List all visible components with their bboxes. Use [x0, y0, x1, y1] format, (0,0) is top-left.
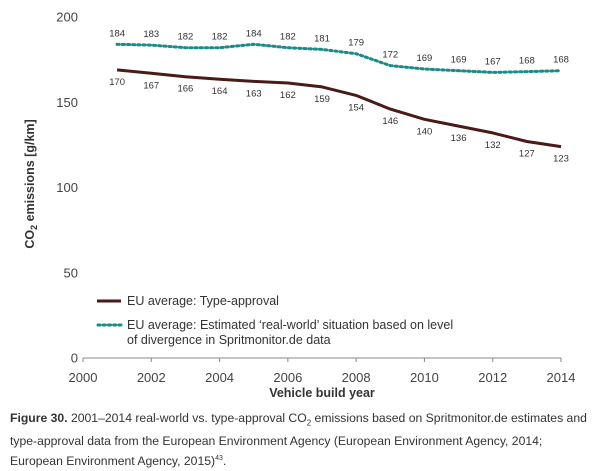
data-label-real-world: 182: [177, 32, 193, 43]
data-label-real-world: 182: [212, 32, 228, 43]
x-tick-label: 2014: [547, 370, 576, 385]
x-tick-label: 2004: [205, 370, 234, 385]
x-tick-label: 2006: [273, 370, 302, 385]
caption-sub: 2: [306, 418, 312, 428]
figure-caption: Figure 30. 2001–2014 real-world vs. type…: [10, 409, 598, 471]
legend: EU average: Type-approval EU average: Es…: [96, 294, 453, 347]
x-tick-label: 2000: [69, 370, 98, 385]
y-tick-label: 150: [56, 95, 78, 110]
x-tick-label: 2002: [137, 370, 166, 385]
series-lines: [115, 42, 563, 149]
data-label-type-approval: 136: [451, 133, 467, 144]
data-label-type-approval: 123: [553, 154, 569, 165]
x-tick-label: 2008: [342, 370, 371, 385]
caption-text-2: emissions based on Spritmonitor.de estim…: [10, 411, 587, 469]
legend-label-real-world-line2: of divergence in Spritmonitor.de data: [127, 333, 331, 347]
data-label-type-approval: 163: [246, 88, 262, 99]
data-label-type-approval: 154: [348, 102, 364, 113]
data-label-type-approval: 167: [143, 80, 159, 91]
x-tick-label: 2012: [478, 370, 507, 385]
y-tick-label: 200: [56, 10, 78, 25]
y-tick-label: 0: [71, 351, 78, 366]
data-label-type-approval: 127: [519, 148, 535, 159]
data-label-real-world: 179: [348, 38, 364, 49]
data-label-type-approval: 162: [280, 90, 296, 101]
emissions-line-chart: 0 50 100 150 200 2000 2002 2004 2006 2008 2010 201…: [23, 10, 576, 401]
y-axis-title: CO2 emissions [g/km]: [23, 119, 39, 248]
series-line-type-approval: [116, 68, 562, 149]
data-label-type-approval: 159: [314, 94, 330, 105]
data-label-type-approval: 132: [485, 140, 501, 151]
data-label-type-approval: 164: [212, 86, 228, 97]
data-label-real-world: 181: [314, 33, 330, 44]
legend-label-type-approval: EU average: Type-approval: [127, 294, 279, 308]
y-axis-ticks: 0 50 100 150 200: [56, 10, 78, 366]
data-label-real-world: 168: [519, 56, 535, 67]
legend-label-real-world-line1: EU average: Estimated ‘real-world’ situa…: [127, 318, 453, 332]
x-axis-ticks: 2000 2002 2004 2006 2008 2010 2012 2014: [69, 358, 576, 385]
data-label-type-approval: 170: [109, 77, 125, 88]
y-tick-label: 50: [64, 265, 78, 280]
caption-text-end: .: [222, 454, 227, 469]
x-tick-label: 2010: [410, 370, 439, 385]
data-label-real-world: 184: [246, 28, 262, 39]
data-label-real-world: 167: [485, 56, 501, 67]
data-label-real-world: 169: [451, 55, 467, 66]
data-label-type-approval: 146: [382, 116, 398, 127]
caption-footnote-ref: 43: [215, 455, 223, 463]
caption-text-1: 2001–2014 real-world vs. type-approval C…: [67, 411, 307, 425]
figure-label: Figure 30.: [10, 411, 68, 425]
data-label-type-approval: 166: [177, 84, 193, 95]
data-labels: 184 170 183 167 182 166 182 164 184 163 182 162 181 1…: [109, 28, 569, 164]
data-label-real-world: 172: [382, 50, 398, 61]
data-label-real-world: 182: [280, 32, 296, 43]
y-tick-label: 100: [56, 180, 78, 195]
data-label-type-approval: 140: [416, 126, 432, 137]
data-label-real-world: 169: [416, 53, 432, 64]
data-label-real-world: 184: [109, 28, 125, 39]
data-label-real-world: 183: [143, 29, 159, 40]
series-line-real-world: [115, 42, 563, 74]
data-label-real-world: 168: [553, 55, 569, 66]
x-axis-title: Vehicle build year: [269, 386, 375, 400]
